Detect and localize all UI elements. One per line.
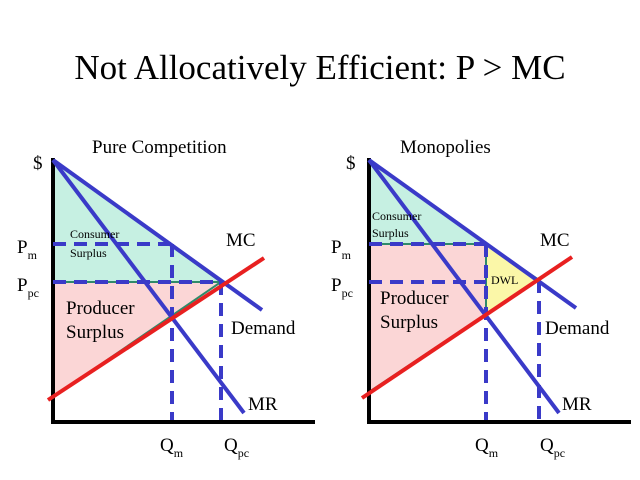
dwl-label: DWL (491, 273, 518, 287)
y-axis-label: $ (346, 153, 356, 174)
mr-curve (51, 158, 246, 415)
panel-title: Pure Competition (92, 137, 227, 158)
consumer-surplus-label-line2: Surplus (372, 226, 409, 240)
demand-curve (367, 158, 578, 310)
mc-label: MC (226, 230, 256, 251)
mc-label: MC (540, 230, 570, 251)
producer-surplus-label-line2: Surplus (66, 322, 124, 343)
mc-curve (46, 256, 266, 402)
demand-curve (51, 158, 264, 312)
demand-label: Demand (231, 318, 296, 339)
consumer-surplus-label-line1: Consumer (372, 209, 421, 223)
producer-surplus-label-line1: Producer (380, 288, 449, 309)
y-axis-label: $ (33, 153, 43, 174)
demand-label: Demand (545, 318, 610, 339)
producer-surplus-label-line1: Producer (66, 298, 135, 319)
price-label-pm: Pm (17, 237, 38, 262)
quantity-label-qpc: Qpc (224, 435, 249, 460)
slide-title: Not Allocatively Efficient: P > MC (74, 48, 566, 87)
producer-surplus-label-line2: Surplus (380, 312, 438, 333)
mr-label: MR (562, 394, 592, 415)
panel-monopolies: Monopolies $ Pm Ppc Qm Qpc MC Demand MR … (331, 137, 631, 460)
panel-title: Monopolies (400, 137, 491, 158)
consumer-surplus-label-line1: Consumer (70, 227, 119, 241)
mc-curve (360, 255, 574, 400)
quantity-label-qpc: Qpc (540, 435, 565, 460)
quantity-label-qm: Qm (160, 435, 184, 460)
panel-pure-competition: Pure Competition $ Pm Ppc Qm Qpc MC Dema… (17, 137, 315, 460)
mr-curve (367, 158, 561, 415)
consumer-surplus-label-line2: Surplus (70, 246, 107, 260)
mr-label: MR (248, 394, 278, 415)
price-label-ppc: Ppc (331, 275, 353, 300)
quantity-label-qm: Qm (475, 435, 499, 460)
price-label-pm: Pm (331, 237, 352, 262)
price-label-ppc: Ppc (17, 275, 39, 300)
